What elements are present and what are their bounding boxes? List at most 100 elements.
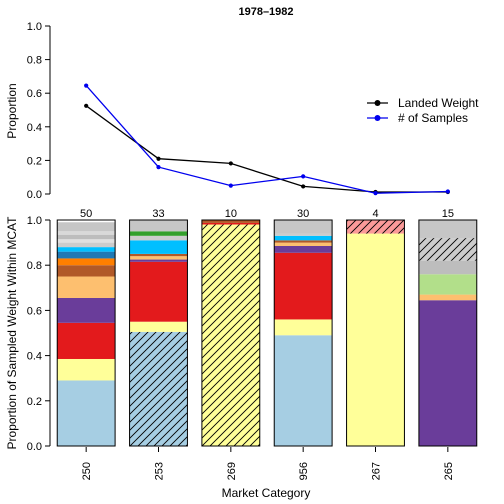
- x-tick-label: 269: [226, 462, 238, 480]
- bar-segment: [418, 300, 477, 446]
- series-point: [84, 83, 89, 88]
- bar-segment: [129, 253, 188, 257]
- bar-segment: [57, 380, 116, 446]
- bar-segment: [418, 294, 477, 301]
- bar-segment-hatch: [346, 220, 405, 234]
- bar-segment: [274, 245, 333, 253]
- series-point: [445, 189, 450, 194]
- bar-segment: [57, 239, 116, 243]
- top-line-series: [84, 83, 450, 196]
- x-tick-label: 253: [154, 462, 166, 480]
- bar-segment: [57, 231, 116, 235]
- bar-segment: [418, 260, 477, 275]
- series-point: [156, 156, 161, 161]
- bar-sample-count: 15: [442, 208, 454, 220]
- top-y-axis: 0.0 0.2 0.4 0.6 0.8 1.0: [27, 21, 51, 201]
- bar-segment: [201, 222, 260, 225]
- bottom-y-tick-label: 0.2: [27, 396, 42, 408]
- bar-segment: [129, 220, 188, 232]
- legend-marker: [374, 100, 381, 106]
- bar-segment: [129, 321, 188, 332]
- bar-segment: [274, 252, 333, 320]
- series-1: [84, 83, 450, 196]
- bar-segment: [129, 256, 188, 260]
- bar-segment: [418, 220, 477, 239]
- x-tick-label: 265: [443, 462, 455, 480]
- bottom-y-tick-label: 1.0: [27, 215, 42, 227]
- bar-269: 10 269: [201, 208, 261, 480]
- bar-sample-count: 50: [80, 208, 92, 220]
- legend-item: # of Samples: [367, 111, 468, 125]
- bar-253: 33 253: [129, 208, 188, 480]
- bar-segment: [274, 242, 333, 246]
- bar-segment: [57, 322, 116, 359]
- bar-segment: [418, 274, 477, 295]
- bar-segment-hatch: [201, 224, 260, 446]
- bar-segment-hatch: [418, 238, 477, 261]
- bar-sample-count: 33: [152, 208, 164, 220]
- bar-250: 50 250: [56, 208, 116, 480]
- bar-segment: [57, 242, 116, 248]
- bar-outline: [201, 219, 261, 447]
- series-point: [373, 191, 378, 196]
- chart-title: 1978–1982: [238, 6, 293, 18]
- series-point: [84, 103, 89, 108]
- bar-sample-count: 10: [225, 208, 237, 220]
- legend-label: Landed Weight: [398, 96, 479, 110]
- top-y-tick-label: 0.2: [27, 155, 42, 167]
- top-y-tick-label: 0.8: [27, 55, 42, 67]
- bar-segment: [129, 235, 188, 241]
- bar-segment: [274, 319, 333, 336]
- bar-segment: [274, 335, 333, 446]
- top-y-tick-label: 1.0: [27, 21, 42, 33]
- top-y-tick-label: 0.4: [27, 122, 42, 134]
- bar-segment: [274, 220, 333, 234]
- bar-segment: [274, 240, 333, 243]
- bottom-y-axis: 0.0 0.2 0.4 0.6 0.8 1.0: [27, 215, 51, 453]
- bottom-y-tick-label: 0.8: [27, 260, 42, 272]
- bar-segment: [129, 231, 188, 236]
- series-point: [228, 161, 233, 166]
- series-point: [156, 165, 161, 170]
- series-point: [301, 174, 306, 179]
- bar-segment: [57, 265, 116, 277]
- bar-segment: [57, 251, 116, 259]
- bar-segment: [57, 258, 116, 266]
- x-tick-label: 250: [81, 462, 93, 480]
- bar-segment: [57, 247, 116, 252]
- bottom-y-tick-label: 0.4: [27, 351, 42, 363]
- bar-segment: [57, 222, 116, 232]
- legend: Landed Weight# of Samples: [367, 96, 479, 125]
- bar-segment: [57, 297, 116, 323]
- bar-outline: [273, 219, 333, 447]
- series-point: [228, 183, 233, 188]
- legend-item: Landed Weight: [367, 96, 479, 110]
- bar-956: 30 956: [273, 208, 333, 480]
- series-line: [85, 105, 448, 193]
- stacked-bars: 50 250 33 253 10 269 30 956 4 267 15 265: [56, 208, 478, 480]
- bar-267: 4 267: [346, 208, 405, 480]
- bottom-y-axis-label: Proportion of Sampled Weight Within MCAT: [5, 216, 19, 450]
- x-axis-label: Market Category: [222, 486, 311, 500]
- bar-outline: [418, 219, 478, 447]
- bar-segment: [201, 220, 260, 223]
- x-tick-label: 267: [371, 462, 383, 480]
- bar-segment: [129, 259, 188, 262]
- bar-265: 15 265: [418, 208, 478, 480]
- top-y-tick-label: 0.6: [27, 88, 42, 100]
- bar-segment: [129, 261, 188, 322]
- bar-outline: [56, 219, 116, 447]
- bar-segment: [346, 233, 405, 446]
- bar-segment: [129, 240, 188, 254]
- bar-segment: [274, 233, 333, 236]
- legend-marker: [374, 115, 381, 121]
- bar-segment: [57, 276, 116, 298]
- bar-outline: [129, 219, 188, 447]
- bar-outline: [346, 219, 405, 447]
- series-point: [301, 184, 306, 189]
- bar-segment: [274, 235, 333, 241]
- top-y-axis-label: Proportion: [5, 83, 19, 138]
- bar-sample-count: 4: [372, 208, 378, 220]
- legend-label: # of Samples: [398, 111, 468, 125]
